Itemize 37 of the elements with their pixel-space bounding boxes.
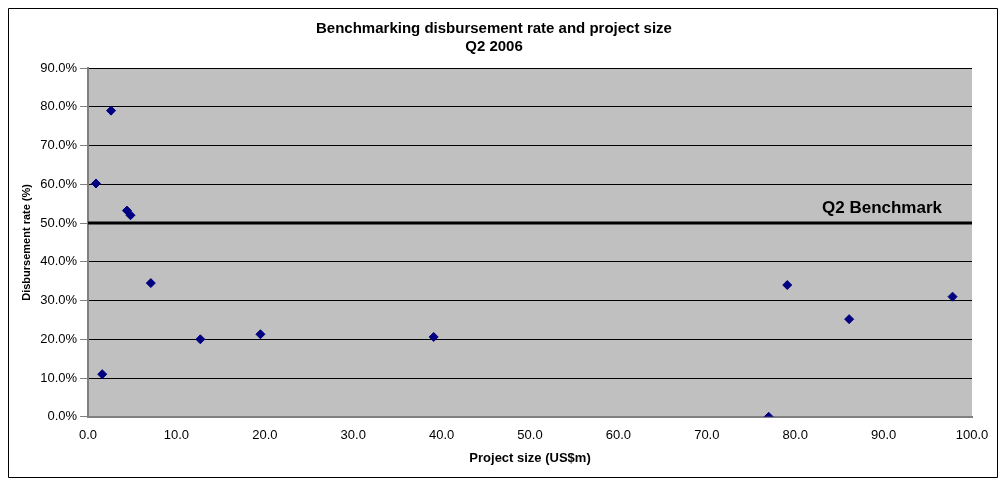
point — [947, 291, 958, 302]
point — [255, 329, 266, 340]
chart-title: Benchmarking disbursement rate and project size — [316, 19, 672, 37]
y-tick-label: 10.0% — [40, 369, 78, 385]
point — [91, 178, 102, 189]
ref-line-label: Q2 Benchmark — [822, 198, 943, 218]
point — [195, 334, 206, 345]
x-tick-label: 30.0 — [340, 427, 366, 443]
point — [782, 280, 793, 291]
point — [97, 369, 108, 380]
x-tick-label: 40.0 — [428, 427, 455, 443]
y-tick-label: 80.0% — [40, 98, 78, 114]
y-tick-label: 90.0% — [40, 59, 78, 75]
y-tick-label: 40.0% — [40, 253, 78, 269]
chart-subtitle: Q2 2006 — [465, 37, 523, 55]
x-tick-label: 80.0 — [782, 427, 808, 443]
x-tick-label: 10.0 — [163, 427, 190, 443]
x-tick-label: 50.0 — [517, 427, 543, 443]
x-tick-label: 60.0 — [605, 427, 632, 443]
point — [428, 331, 439, 342]
y-axis-title: Disbursement rate (%) — [19, 183, 32, 301]
y-tick-label: 0.0% — [47, 408, 78, 424]
y-tick-label: 50.0% — [40, 214, 78, 230]
point — [125, 210, 136, 221]
point — [106, 105, 117, 116]
y-tick-label: 60.0% — [40, 175, 78, 191]
y-tick-label: 20.0% — [40, 330, 78, 346]
point — [145, 278, 156, 289]
x-tick-label: 70.0 — [694, 427, 720, 443]
x-axis-title: Project size (US$m) — [469, 449, 591, 465]
y-tick-label: 70.0% — [40, 137, 78, 153]
point — [844, 314, 855, 325]
x-tick-label: 90.0 — [870, 427, 897, 443]
x-tick-label: 0.0 — [79, 427, 98, 443]
x-tick-label: 20.0 — [252, 427, 278, 443]
x-tick-label: 100.0 — [955, 427, 989, 443]
y-tick-label: 30.0% — [40, 292, 78, 308]
